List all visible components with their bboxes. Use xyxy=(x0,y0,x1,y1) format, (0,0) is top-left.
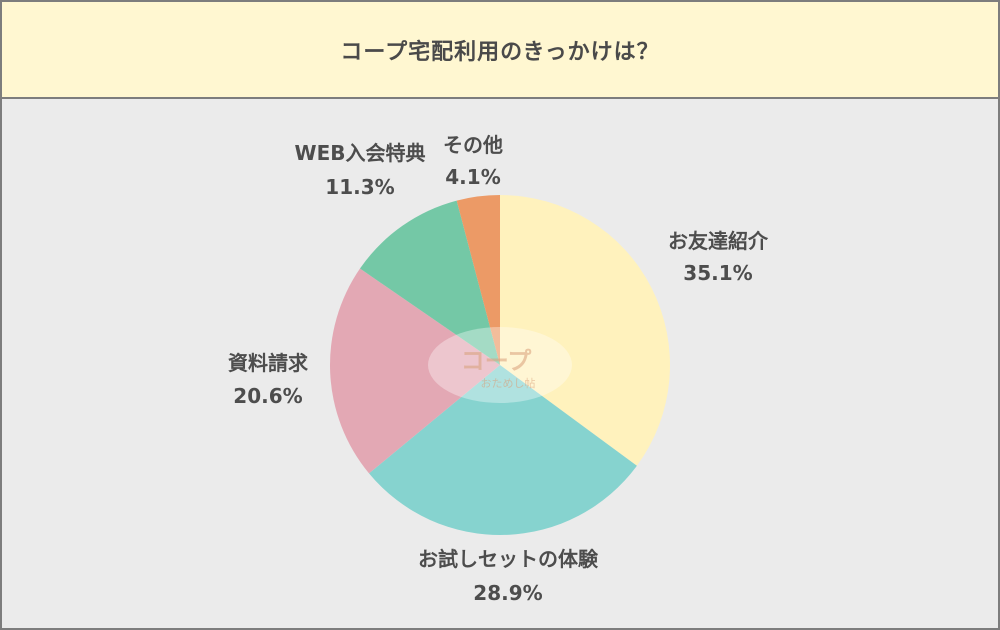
slice-label-3: 資料請求 xyxy=(228,351,309,375)
watermark-logo-text: コープ xyxy=(461,347,533,375)
slice-label-4: WEB入会特典 xyxy=(295,141,426,165)
slice-value-label-1: 35.1% xyxy=(683,261,752,285)
slice-value-label-5: 4.1% xyxy=(445,165,500,189)
watermark-badge xyxy=(428,327,572,403)
pie-slice-1 xyxy=(500,195,671,466)
pie-slice-2 xyxy=(369,365,637,536)
watermark-sub-text: おためし帖 xyxy=(481,377,536,390)
chart-header: コープ宅配利用のきっかけは？ xyxy=(2,2,998,99)
pie-slice-3 xyxy=(329,268,500,474)
slice-label-1: お友達紹介 xyxy=(668,229,769,253)
slice-label-5: その他 xyxy=(443,133,503,157)
pie-slice-5 xyxy=(456,195,500,365)
slice-value-label-3: 20.6% xyxy=(233,384,302,408)
slice-value-label-2: 28.9% xyxy=(473,581,542,605)
slice-label-2: お試しセットの体験 xyxy=(418,547,599,571)
chart-title: コープ宅配利用のきっかけは？ xyxy=(340,39,660,65)
pie-slice-4 xyxy=(360,200,500,365)
slice-value-label-4: 11.3% xyxy=(325,175,394,199)
